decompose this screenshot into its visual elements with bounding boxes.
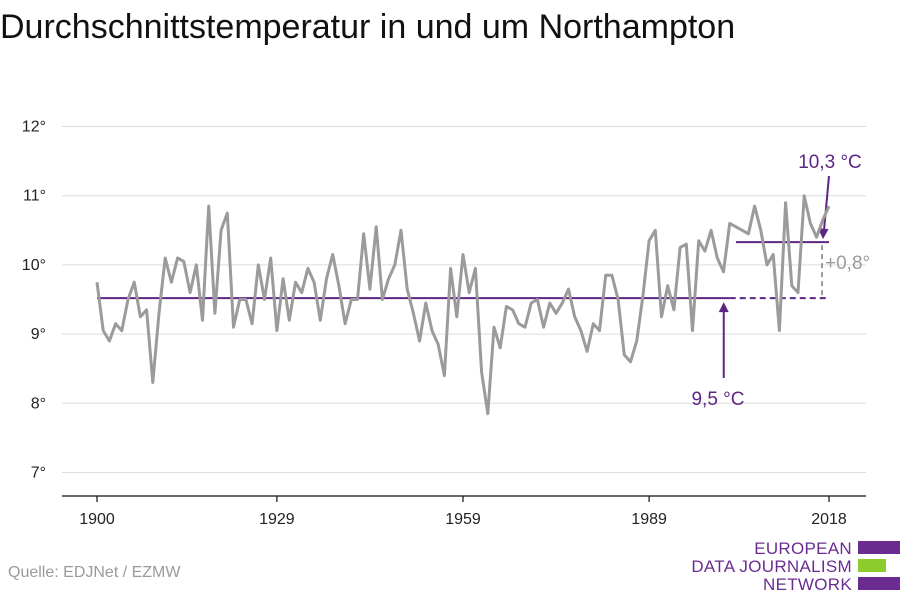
logo-bar-middle bbox=[858, 559, 886, 572]
baseline-arrow-head bbox=[718, 302, 729, 313]
recent-average-label: 10,3 °C bbox=[798, 152, 862, 173]
y-tick-label-11: 11° bbox=[23, 188, 46, 205]
logo-bar-top bbox=[858, 541, 900, 554]
y-tick-label-9: 9° bbox=[31, 326, 46, 343]
logo-line-1: EUROPEAN bbox=[754, 539, 852, 558]
source-note: Quelle: EDJNet / EZMW bbox=[8, 564, 181, 581]
baseline-average-label: 9,5 °C bbox=[691, 389, 744, 410]
edjnet-logo: EUROPEAN DATA JOURNALISM NETWORK bbox=[691, 539, 900, 594]
annotations: 10,3 °C 9,5 °C +0,8° bbox=[691, 152, 870, 410]
chart-title: Durchschnittstemperatur in und um Northa… bbox=[0, 8, 735, 46]
recent-arrow-shaft bbox=[823, 175, 830, 231]
x-tick-label-1959: 1959 bbox=[445, 511, 481, 528]
y-tick-label-8: 8° bbox=[31, 395, 46, 412]
logo-bar-bottom bbox=[858, 577, 900, 590]
recent-arrow-head bbox=[818, 228, 829, 240]
x-tick-label-1989: 1989 bbox=[631, 511, 667, 528]
x-axis-ticks: 1900 1929 1959 1989 2018 bbox=[79, 496, 847, 528]
logo-line-3: NETWORK bbox=[763, 575, 852, 594]
x-tick-label-2018: 2018 bbox=[811, 511, 847, 528]
reference-lines bbox=[97, 175, 830, 378]
y-grid bbox=[62, 126, 866, 473]
logo-line-2: DATA JOURNALISM bbox=[691, 557, 852, 576]
y-tick-label-7: 7° bbox=[31, 465, 46, 482]
temperature-series-line bbox=[95, 194, 831, 416]
y-tick-label-12: 12° bbox=[22, 119, 46, 136]
difference-label: +0,8° bbox=[825, 253, 870, 274]
x-tick-label-1900: 1900 bbox=[79, 511, 115, 528]
y-axis-ticks: 7° 8° 9° 10° 11° 12° bbox=[22, 119, 46, 482]
x-tick-label-1929: 1929 bbox=[259, 511, 295, 528]
y-tick-label-10: 10° bbox=[22, 257, 46, 274]
